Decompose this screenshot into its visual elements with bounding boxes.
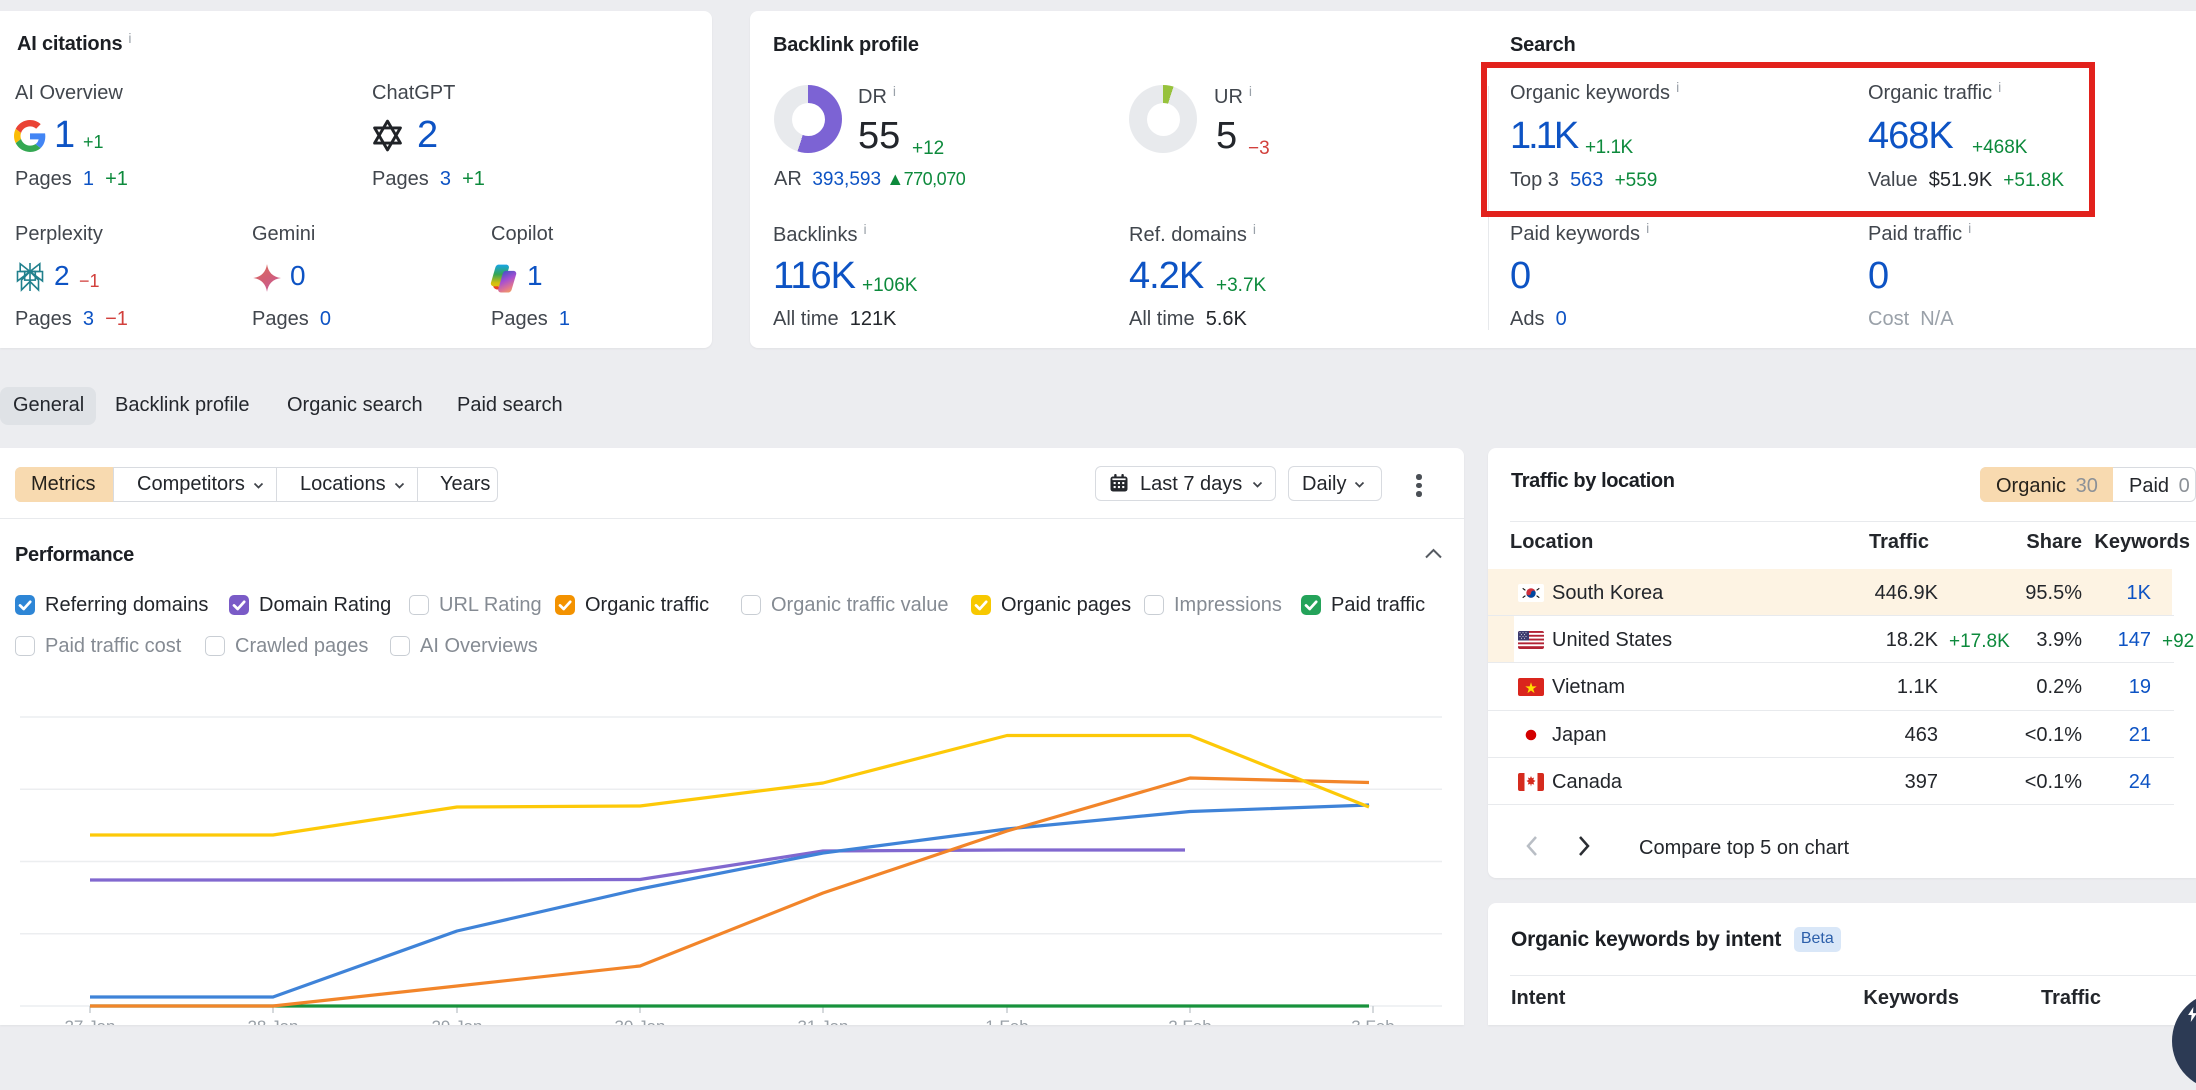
svg-text:27 Jan: 27 Jan <box>64 1017 115 1025</box>
svg-text:3 Feb: 3 Feb <box>1351 1017 1394 1025</box>
svg-text:1 Feb: 1 Feb <box>985 1017 1028 1025</box>
svg-text:30 Jan: 30 Jan <box>614 1017 665 1025</box>
svg-text:2 Feb: 2 Feb <box>1168 1017 1211 1025</box>
svg-text:29 Jan: 29 Jan <box>431 1017 482 1025</box>
svg-text:31 Jan: 31 Jan <box>797 1017 848 1025</box>
svg-text:28 Jan: 28 Jan <box>247 1017 298 1025</box>
